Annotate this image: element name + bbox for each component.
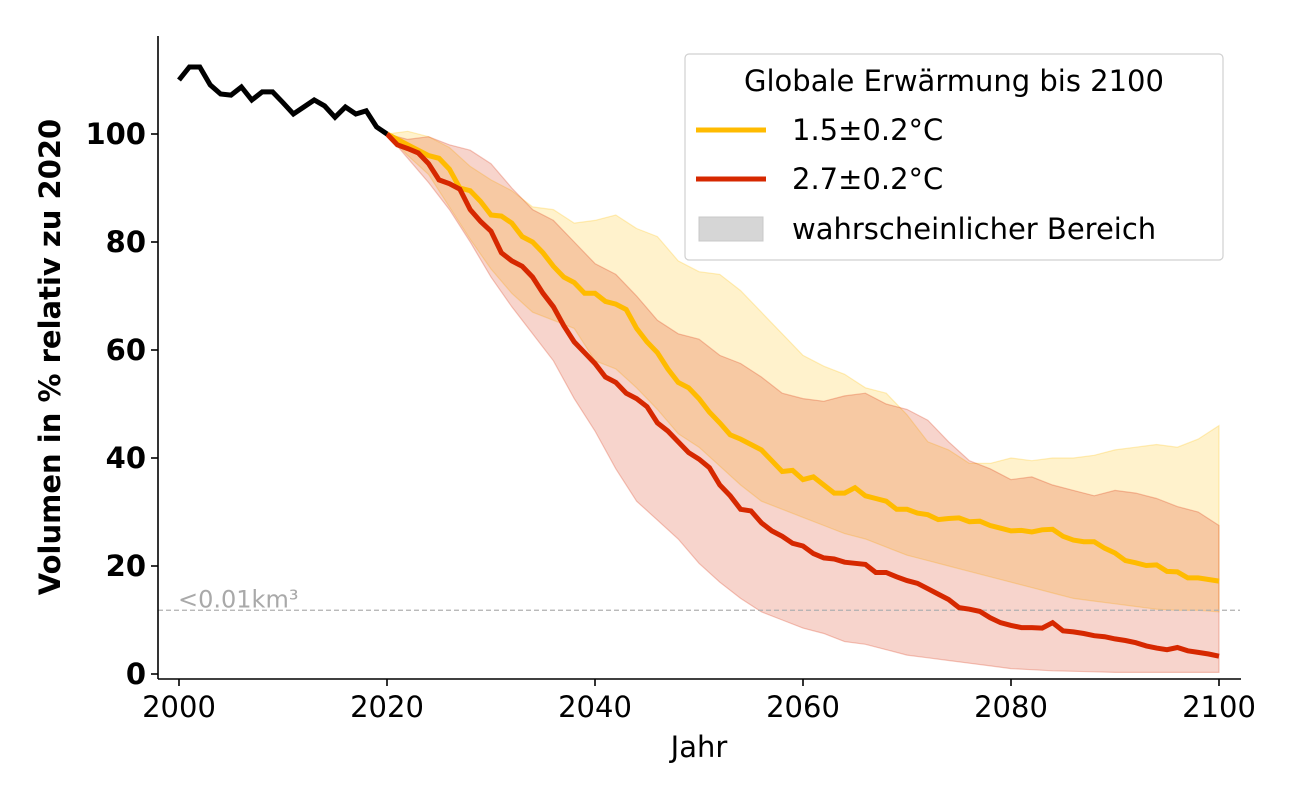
legend-label: 1.5±0.2°C [792,113,943,147]
x-tick-label: 2060 [766,690,840,724]
x-tick-label: 2080 [974,690,1048,724]
x-ticks: 2000 2020 2040 2060 2080 2100 [142,679,1256,724]
x-tick-label: 2000 [142,690,216,724]
legend-label: wahrscheinlicher Bereich [792,212,1156,246]
legend-frame [684,53,1224,261]
x-tick-label: 2040 [558,690,632,724]
legend-entry: 2.7±0.2°C [696,162,943,196]
legend-swatch-patch [698,216,764,242]
x-tick-label: 2100 [1182,690,1256,724]
y-tick-label: 100 [85,117,146,151]
series-lines [177,64,1220,659]
legend-entry: 1.5±0.2°C [696,113,943,147]
x-axis-label: Jahr [669,730,728,764]
band-2-7C [385,132,1220,673]
uncertainty-bands [385,130,1220,673]
legend-title: Globale Erwärmung bis 2100 [744,64,1164,98]
legend-entries: 1.5±0.2°C 2.7±0.2°C wahrscheinlicher Berei… [696,113,1156,246]
y-tick-label: 60 [106,333,146,367]
line-historical [177,64,389,137]
band-1-5C [385,130,1220,613]
legend-entry: wahrscheinlicher Bereich [698,212,1156,246]
y-ticks: 0 20 40 60 80 100 [85,117,158,691]
line-2-7C [385,132,1220,659]
y-tick-label: 40 [106,441,146,475]
y-axis-label: Volumen in % relativ zu 2020 [33,119,67,595]
y-tick-label: 80 [106,225,146,259]
line-1-5C [385,131,1220,584]
y-tick-label: 20 [106,549,146,583]
legend-label: 2.7±0.2°C [792,162,943,196]
threshold-label: <0.01km³ [178,585,298,613]
y-tick-label: 0 [126,657,146,691]
x-tick-label: 2020 [350,690,424,724]
legend: Globale Erwärmung bis 2100 1.5±0.2°C 2.7±… [684,53,1224,261]
